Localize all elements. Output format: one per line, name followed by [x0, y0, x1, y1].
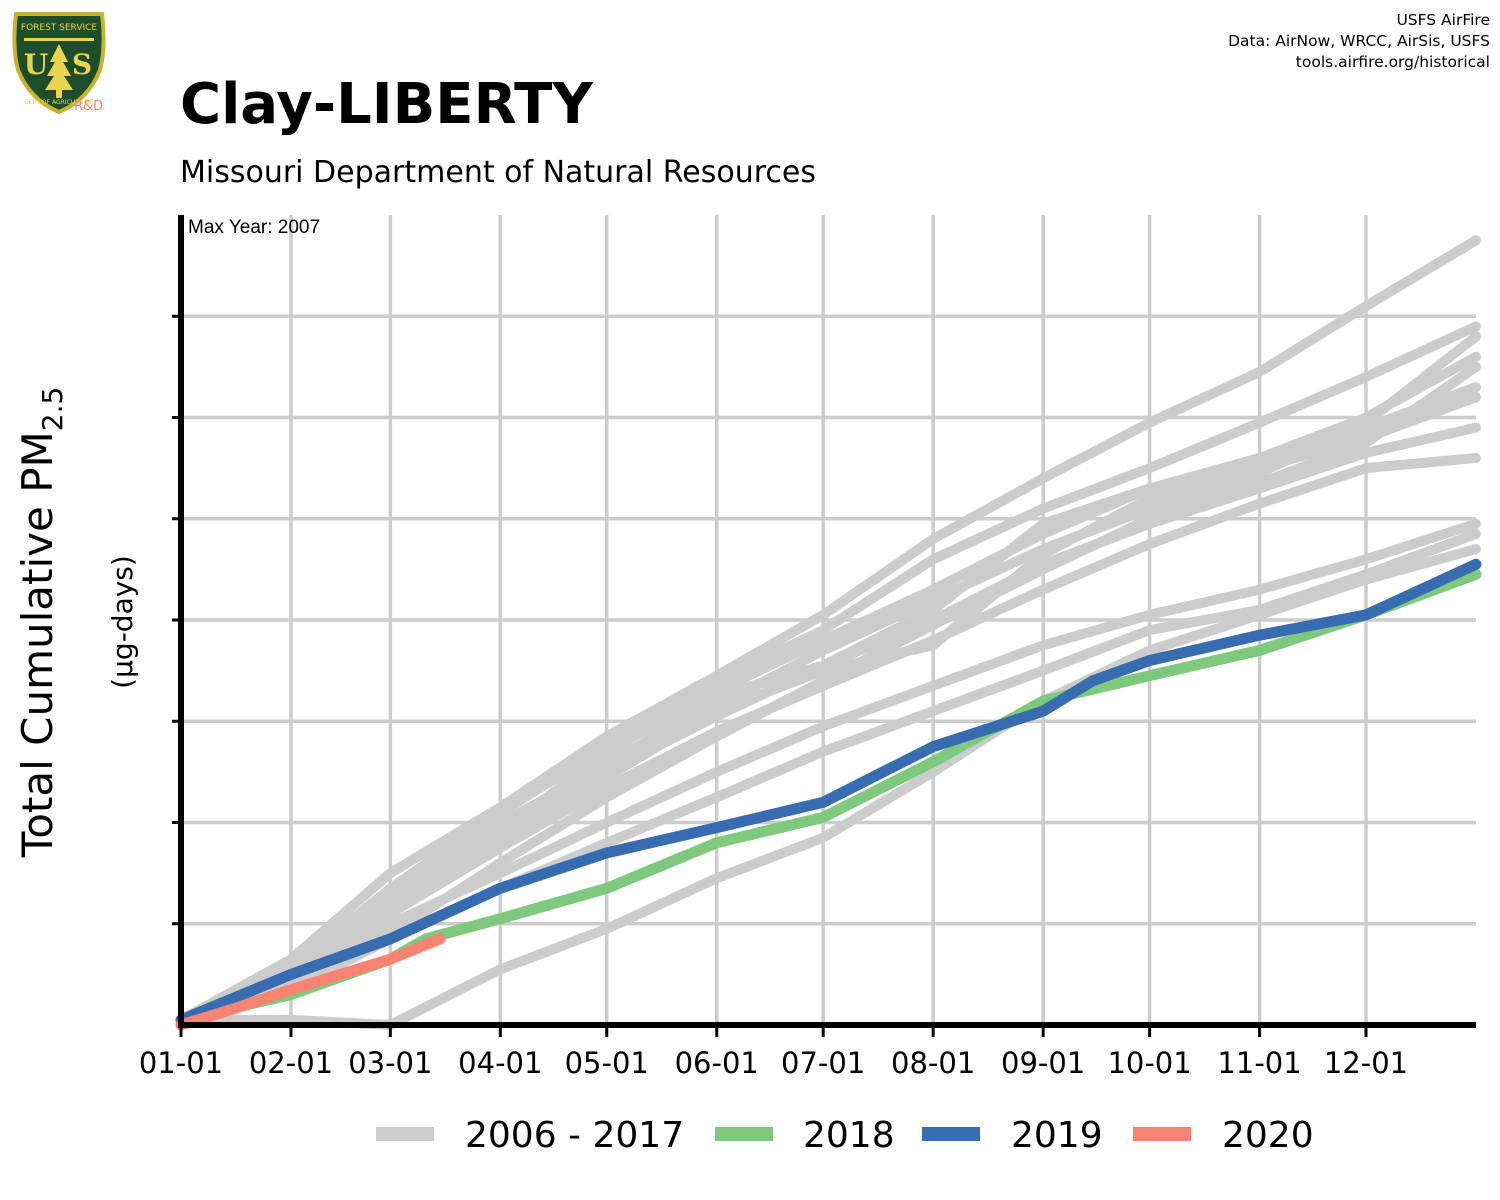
series-line-history [176, 235, 1481, 1025]
svg-text:S: S [72, 48, 92, 81]
x-tick-label: 10-01 [1107, 1046, 1191, 1080]
legend: 2006 - 2017 2018 2019 2020 [376, 1115, 1314, 1156]
y-axis-units: (µg-days) [106, 555, 139, 689]
credit-line: tools.airfire.org/historical [1295, 53, 1490, 71]
legend-label: 2020 [1222, 1115, 1314, 1156]
series-line-2019 [175, 558, 1482, 1026]
x-tick-label: 08-01 [891, 1046, 975, 1080]
chart-subtitle: Missouri Department of Natural Resources [180, 155, 816, 190]
x-tick-label: 11-01 [1217, 1046, 1301, 1080]
usfs-shield-icon: FOREST SERVICE U S DEPT OF AGRICULTURE [12, 12, 106, 115]
y-axis-label: Total Cumulative PM2.5 [13, 387, 69, 859]
x-tick-label: 02-01 [249, 1046, 333, 1080]
chart-title: Clay-LIBERTY [180, 72, 593, 137]
x-tick-label: 04-01 [458, 1046, 542, 1080]
series-line-2020 [175, 933, 446, 1031]
credit-line: Data: AirNow, WRCC, AirSis, USFS [1228, 32, 1490, 50]
y-axis-label-subscript: 2.5 [36, 387, 69, 432]
credit-line: USFS AirFire [1396, 11, 1490, 29]
x-tick-label: 05-01 [565, 1046, 649, 1080]
legend-label: 2018 [803, 1115, 895, 1156]
max-year-annotation: Max Year: 2007 [188, 217, 320, 238]
legend-label: 2006 - 2017 [465, 1115, 684, 1156]
logo-badge: R&D [74, 99, 104, 114]
svg-text:FOREST SERVICE: FOREST SERVICE [21, 23, 98, 33]
legend-label: 2019 [1011, 1115, 1103, 1156]
credits-block: USFS AirFire Data: AirNow, WRCC, AirSis,… [1228, 10, 1490, 73]
x-tick-label: 06-01 [675, 1046, 759, 1080]
x-tick-label: 03-01 [348, 1046, 432, 1080]
x-tick-label: 07-01 [781, 1046, 865, 1080]
series-layer [175, 235, 1482, 1031]
x-tick-label: 01-01 [139, 1046, 223, 1080]
y-axis-label-main: Total Cumulative PM [13, 431, 62, 858]
usfs-logo: FOREST SERVICE U S DEPT OF AGRICULTURE R… [8, 8, 110, 116]
axis-layer: 01-01 02-01 03-01 04-01 05-01 06-01 07-01 08-01… [139, 215, 1476, 1080]
series-line-history [176, 518, 1481, 1025]
x-tick-label: 12-01 [1324, 1046, 1408, 1080]
svg-text:DEPT OF AGRICULTURE: DEPT OF AGRICULTURE [24, 99, 94, 106]
svg-text:U: U [24, 48, 48, 81]
x-tick-label: 09-01 [1001, 1046, 1085, 1080]
